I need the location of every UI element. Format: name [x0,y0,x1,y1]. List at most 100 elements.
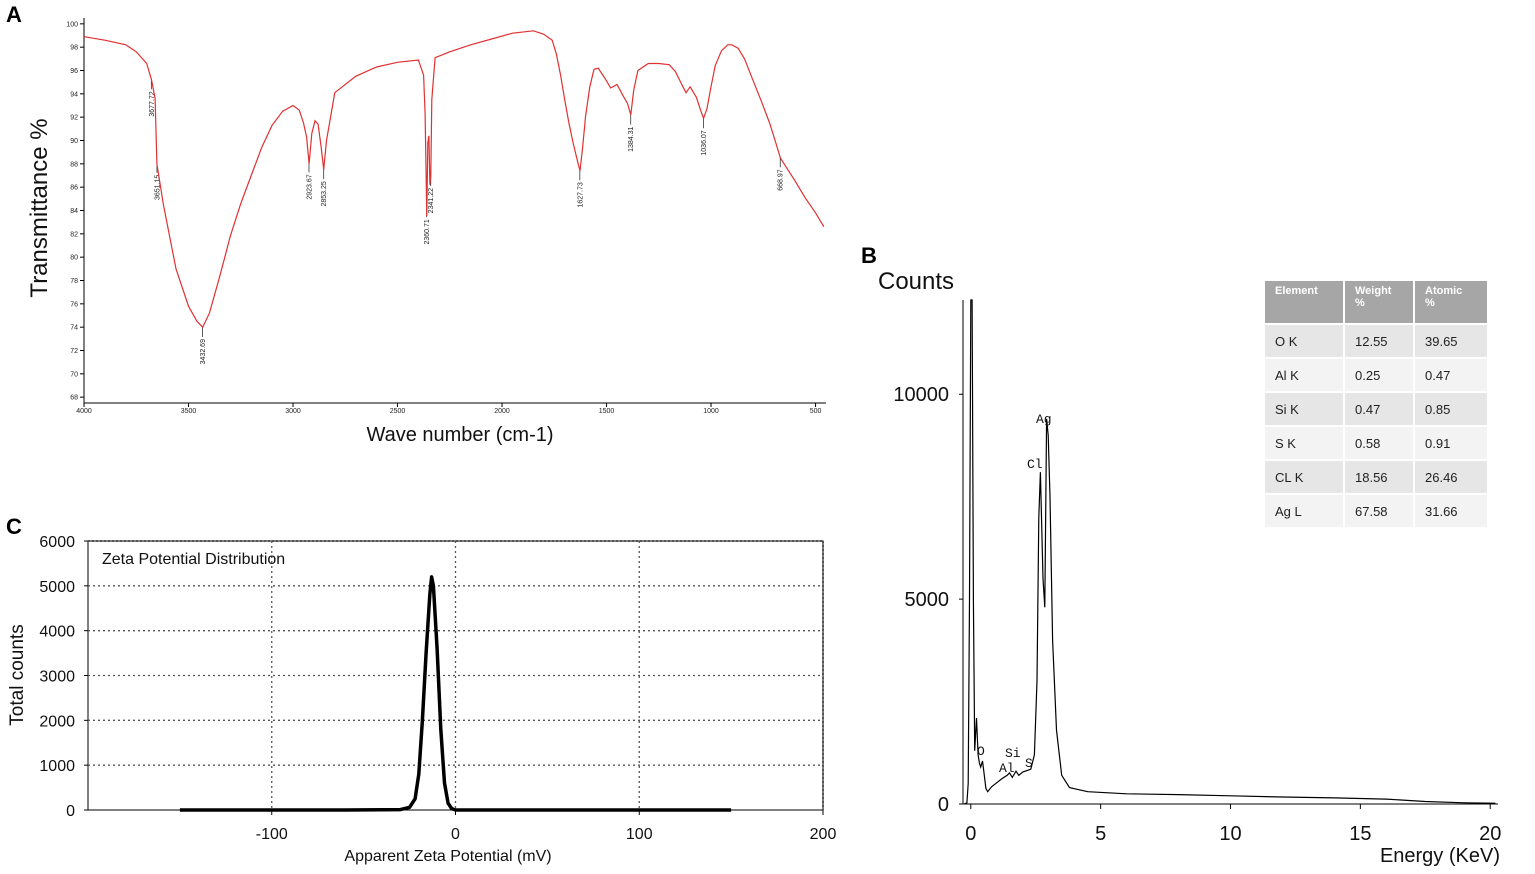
zeta-x-tick-label: 0 [451,826,460,843]
table-cell: 26.46 [1414,459,1487,494]
table-cell: 31.66 [1414,493,1487,527]
ftir-chart: 68 70 72 74 76 78 80 82 84 86 88 90 92 94 96 98 100 4000… [26,18,826,446]
table-cell: 0.47 [1414,357,1487,392]
eds-y-tick-label: 5000 [905,589,950,611]
ftir-y-tick-label: 98 [70,45,78,52]
table-row: Al K 0.25 0.47 [1265,357,1487,392]
ftir-x-axis-title: Wave number (cm-1) [366,424,553,446]
header-text: Weight [1355,285,1392,297]
eds-y-ticks: 0 5000 10000 [893,384,963,816]
table-cell: 0.91 [1414,425,1487,460]
ftir-y-tick-label: 94 [70,91,78,98]
ftir-y-tick-label: 68 [70,395,78,402]
ftir-annotation-label: 1627.73 [577,182,584,207]
ftir-y-tick-label: 84 [70,208,78,215]
zeta-x-axis-title: Apparent Zeta Potential (mV) [344,848,551,865]
table-cell: O K [1265,323,1345,358]
panel-label-c: C [6,514,22,539]
ftir-y-tick-label: 82 [70,231,78,238]
zeta-x-ticks: -100 0 100 200 [256,810,837,843]
eds-x-tick-label: 0 [965,823,976,845]
table-header-weight: Weight % [1344,281,1415,324]
zeta-y-tick-label: 5000 [39,579,75,596]
ftir-y-tick-label: 70 [70,371,78,378]
panel-label-b: B [861,243,877,268]
zeta-y-tick-label: 0 [66,803,75,820]
ftir-y-tick-label: 90 [70,138,78,145]
zeta-chart-title: Zeta Potential Distribution [102,551,285,568]
ftir-y-tick-label: 100 [66,21,78,28]
zeta-x-tick-label: -100 [256,826,288,843]
table-header-element: Element [1265,281,1345,324]
ftir-y-tick-label: 76 [70,301,78,308]
ftir-y-axis-title: Transmittance % [26,118,53,297]
zeta-y-axis-title: Total counts [7,624,28,725]
zeta-grid [88,541,823,810]
ftir-y-tick-label: 78 [70,278,78,285]
eds-x-tick-label: 20 [1479,823,1501,845]
ftir-y-tick-label: 74 [70,325,78,332]
table-row: CL K 18.56 26.46 [1265,459,1487,494]
ftir-x-tick-label: 2000 [494,408,510,415]
header-subtext: % [1425,297,1435,309]
eds-peak-label-ag: Ag [1036,412,1052,427]
ftir-annotation-label: 3432.69 [200,339,207,364]
eds-y-tick-label: 0 [938,794,949,816]
ftir-peak-annotations: 3677.72 3651.15 3432.69 2923.67 2853.25 2360.… [149,79,785,364]
zeta-series-line [179,575,732,812]
panel-label-a: A [6,2,22,27]
zeta-x-tick-label: 200 [810,826,837,843]
header-subtext: % [1355,297,1365,309]
table-header-row: Element Weight % Atomic % [1265,281,1487,324]
eds-y-tick-label: 10000 [893,384,949,406]
zeta-x-tick-label: 100 [626,826,653,843]
table-cell: Al K [1265,357,1345,392]
eds-x-tick-label: 15 [1349,823,1371,845]
table-row: Si K 0.47 0.85 [1265,391,1487,426]
eds-peak-label-al: Al [999,761,1015,776]
ftir-x-tick-label: 4000 [76,408,92,415]
table-cell: 12.55 [1344,323,1415,358]
eds-x-axis-title: Energy (KeV) [1380,845,1500,867]
zeta-y-tick-label: 6000 [39,534,75,551]
ftir-y-tick-label: 86 [70,185,78,192]
table-cell: S K [1265,425,1345,460]
ftir-x-tick-label: 1000 [703,408,719,415]
ftir-x-tick-label: 3000 [285,408,301,415]
ftir-annotation-label: 2341.22 [428,188,435,213]
zeta-y-tick-label: 2000 [39,713,75,730]
ftir-y-tick-label: 72 [70,348,78,355]
table-cell: 0.47 [1344,391,1415,426]
eds-peak-label-s: S [1025,756,1033,771]
ftir-x-tick-label: 500 [810,408,822,415]
eds-composition-table: Element Weight % Atomic % O K 12.55 39.6… [1265,281,1487,527]
zeta-chart: 0 1000 2000 3000 4000 5000 6000 -100 0 100 200 Ze… [7,534,837,865]
zeta-y-tick-label: 3000 [39,669,75,686]
table-cell: 18.56 [1344,459,1415,494]
ftir-series-line [83,30,825,329]
table-cell: 39.65 [1414,323,1487,358]
ftir-y-tick-label: 92 [70,115,78,122]
header-text: Element [1275,285,1318,297]
ftir-annotation-label: 2923.67 [306,174,313,199]
ftir-annotation-label: 1036.07 [701,130,708,155]
table-row: Ag L 67.58 31.66 [1265,493,1487,527]
table-header-atomic: Atomic % [1414,281,1487,324]
eds-x-tick-label: 10 [1219,823,1241,845]
ftir-y-tick-label: 88 [70,161,78,168]
table-cell: 0.85 [1414,391,1487,426]
table-cell: 0.25 [1344,357,1415,392]
eds-peak-label-o: O [977,744,985,759]
eds-peak-label-si: Si [1005,746,1021,761]
ftir-y-ticks: 68 70 72 74 76 78 80 82 84 86 88 90 92 94 96 98 100 [66,21,84,402]
eds-series-line [964,299,1496,805]
ftir-annotation-label: 1384.31 [628,127,635,152]
zeta-y-tick-label: 1000 [39,758,75,775]
eds-y-axis-title: Counts [878,268,954,295]
header-text: Atomic [1425,285,1463,297]
table-cell: 0.58 [1344,425,1415,460]
table-row: O K 12.55 39.65 [1265,323,1487,358]
ftir-x-tick-label: 1500 [599,408,615,415]
table-cell: CL K [1265,459,1345,494]
